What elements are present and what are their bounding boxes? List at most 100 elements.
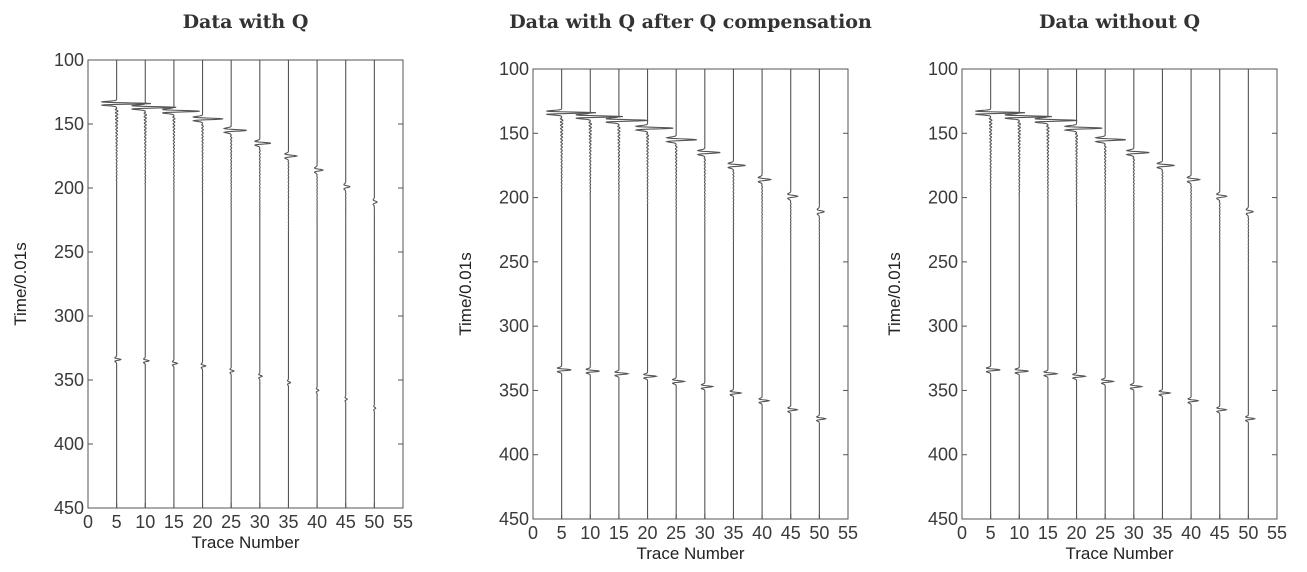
plot-frame <box>961 68 1278 520</box>
x-tick-label: 30 <box>1124 523 1144 543</box>
chart-title: Data with Q after Q compensation <box>509 11 872 33</box>
x-tick-label: 40 <box>1181 523 1201 543</box>
y-tick-label: 250 <box>928 252 958 272</box>
x-tick-label: 25 <box>1095 523 1115 543</box>
x-tick-label: 0 <box>957 523 967 543</box>
x-tick-label: 25 <box>666 523 686 543</box>
x-axis-label: Trace Number <box>191 533 299 552</box>
trace-wiggle <box>634 69 674 519</box>
x-tick-label: 55 <box>838 523 858 543</box>
y-tick-label: 300 <box>54 306 84 326</box>
y-axis-label: Time/0.01s <box>456 252 475 335</box>
x-tick-label: 5 <box>557 523 567 543</box>
y-tick-label: 100 <box>928 59 958 79</box>
x-tick-label: 35 <box>278 512 298 532</box>
trace-wiggle <box>696 69 721 519</box>
trace-wiggle <box>1125 69 1150 519</box>
x-tick-label: 10 <box>135 512 155 532</box>
trace-wiggle <box>1186 69 1202 519</box>
x-tick-label: 5 <box>986 523 996 543</box>
y-tick-label: 350 <box>928 380 958 400</box>
x-tick-label: 15 <box>609 523 629 543</box>
panel-2: Data with Q after Q compensation10015020… <box>456 11 872 563</box>
x-tick-label: 35 <box>1152 523 1172 543</box>
y-tick-label: 400 <box>928 445 958 465</box>
trace-wiggle <box>786 69 799 519</box>
chart-title: Data with Q <box>183 11 309 33</box>
x-axis-label: Trace Number <box>636 544 744 563</box>
trace-wiggle <box>1063 69 1103 519</box>
x-tick-label: 30 <box>250 512 270 532</box>
trace-wiggle <box>253 60 271 508</box>
trace-wiggle <box>343 60 351 508</box>
x-tick-label: 0 <box>83 512 93 532</box>
x-tick-label: 20 <box>193 512 213 532</box>
y-tick-label: 250 <box>499 252 529 272</box>
y-tick-label: 450 <box>928 509 958 529</box>
x-tick-label: 45 <box>1210 523 1230 543</box>
x-tick-label: 20 <box>1067 523 1087 543</box>
traces <box>101 60 378 508</box>
trace-wiggle <box>975 69 1026 519</box>
x-tick-label: 15 <box>164 512 184 532</box>
y-tick-label: 250 <box>54 242 84 262</box>
trace-wiggle <box>727 69 746 519</box>
x-tick-label: 30 <box>695 523 715 543</box>
y-tick-label: 150 <box>499 123 529 143</box>
trace-wiggle <box>1093 69 1126 519</box>
y-tick-label: 400 <box>54 434 84 454</box>
y-tick-label: 200 <box>499 188 529 208</box>
trace-wiggle <box>1156 69 1175 519</box>
chart-title: Data without Q <box>1039 11 1200 33</box>
trace-wiggle <box>284 60 299 508</box>
trace-wiggle <box>372 60 378 508</box>
x-axis-label: Trace Number <box>1065 544 1173 563</box>
trace-wiggle <box>1004 69 1052 519</box>
x-tick-label: 5 <box>112 512 122 532</box>
x-tick-label: 0 <box>528 523 538 543</box>
x-tick-label: 45 <box>336 512 356 532</box>
trace-wiggle <box>191 60 224 508</box>
y-tick-label: 400 <box>499 445 529 465</box>
x-tick-label: 35 <box>723 523 743 543</box>
y-tick-label: 300 <box>499 316 529 336</box>
trace-wiggle <box>1034 69 1078 519</box>
trace-wiggle <box>222 60 247 508</box>
x-tick-label: 20 <box>638 523 658 543</box>
x-tick-label: 45 <box>781 523 801 543</box>
x-tick-label: 10 <box>1009 523 1029 543</box>
x-tick-label: 55 <box>1267 523 1287 543</box>
x-tick-label: 50 <box>364 512 384 532</box>
trace-wiggle <box>1215 69 1228 519</box>
trace-wiggle <box>605 69 649 519</box>
x-tick-label: 55 <box>393 512 413 532</box>
y-tick-label: 300 <box>928 316 958 336</box>
y-tick-label: 350 <box>499 380 529 400</box>
trace-wiggle <box>575 69 623 519</box>
y-axis-label: Time/0.01s <box>11 242 30 325</box>
x-tick-label: 50 <box>809 523 829 543</box>
x-tick-label: 15 <box>1038 523 1058 543</box>
x-tick-label: 50 <box>1238 523 1258 543</box>
y-tick-label: 200 <box>54 178 84 198</box>
y-tick-label: 350 <box>54 370 84 390</box>
trace-wiggle <box>546 69 597 519</box>
plot-frame <box>87 59 404 509</box>
trace-wiggle <box>757 69 773 519</box>
plot-frame <box>532 68 849 520</box>
trace-wiggle <box>664 69 697 519</box>
y-tick-label: 450 <box>54 498 84 518</box>
trace-wiggle <box>131 60 177 508</box>
y-tick-label: 100 <box>499 59 529 79</box>
x-tick-label: 40 <box>307 512 327 532</box>
y-axis-label: Time/0.01s <box>885 252 904 335</box>
traces <box>975 69 1257 519</box>
y-tick-label: 450 <box>499 509 529 529</box>
y-tick-label: 150 <box>54 114 84 134</box>
trace-wiggle <box>162 60 200 508</box>
trace-wiggle <box>101 60 152 508</box>
x-tick-label: 10 <box>580 523 600 543</box>
